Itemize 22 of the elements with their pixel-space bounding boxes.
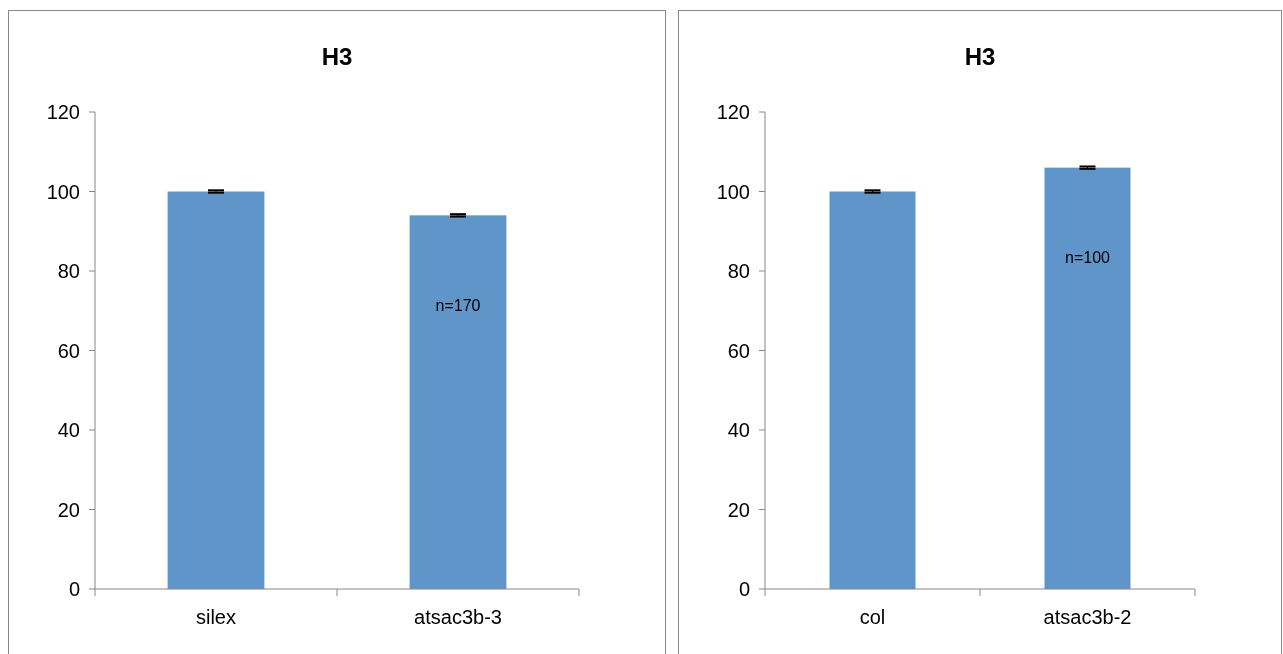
x-tick-label: silex [195, 606, 237, 628]
x-tick-label: atsac3b-3 [414, 606, 502, 628]
y-tick-label: 60 [727, 339, 750, 362]
y-tick-label: 40 [57, 419, 80, 441]
chart-title: H3 [964, 43, 996, 70]
y-tick-label: 120 [46, 101, 80, 123]
y-tick-label: 80 [727, 260, 750, 282]
y-tick-label: 20 [57, 498, 80, 521]
x-tick-label: atsac3b-2 [1043, 606, 1132, 628]
y-tick-label: 120 [716, 101, 750, 123]
y-tick-label: 0 [68, 578, 80, 600]
y-tick-label: 80 [57, 260, 80, 282]
y-tick-label: 100 [716, 180, 750, 203]
chart-title: H3 [321, 43, 353, 70]
y-tick-label: 60 [57, 339, 80, 362]
y-tick-label: 100 [46, 180, 80, 203]
x-tick-label: col [859, 606, 886, 628]
annotation: n=170 [435, 296, 481, 314]
y-tick-label: 20 [727, 498, 750, 521]
y-tick-label: 40 [727, 419, 750, 441]
annotation: n=100 [1065, 249, 1111, 267]
y-tick-label: 0 [738, 578, 750, 600]
